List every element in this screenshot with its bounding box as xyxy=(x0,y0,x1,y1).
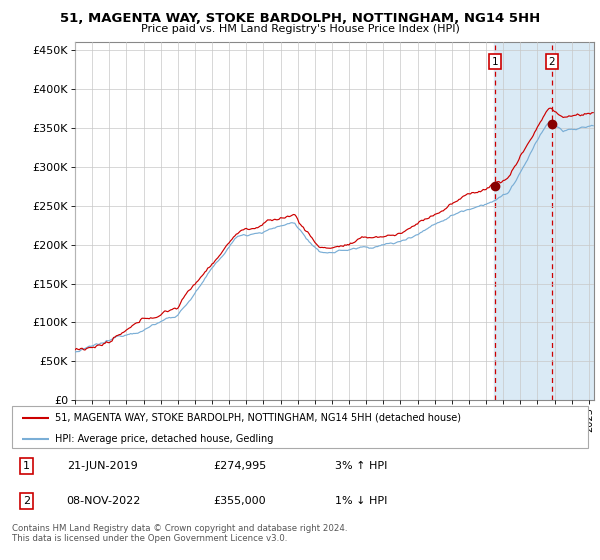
Text: Price paid vs. HM Land Registry's House Price Index (HPI): Price paid vs. HM Land Registry's House … xyxy=(140,24,460,34)
Text: 1: 1 xyxy=(491,57,498,67)
Text: 2: 2 xyxy=(23,496,30,506)
Text: £274,995: £274,995 xyxy=(214,461,267,471)
Text: 1: 1 xyxy=(23,461,30,471)
Text: Contains HM Land Registry data © Crown copyright and database right 2024.
This d: Contains HM Land Registry data © Crown c… xyxy=(12,524,347,543)
Text: 2: 2 xyxy=(548,57,555,67)
Bar xyxy=(494,42,594,400)
Text: 51, MAGENTA WAY, STOKE BARDOLPH, NOTTINGHAM, NG14 5HH (detached house): 51, MAGENTA WAY, STOKE BARDOLPH, NOTTING… xyxy=(55,413,461,423)
Text: 3% ↑ HPI: 3% ↑ HPI xyxy=(335,461,387,471)
Text: 1% ↓ HPI: 1% ↓ HPI xyxy=(335,496,387,506)
Text: 08-NOV-2022: 08-NOV-2022 xyxy=(67,496,141,506)
Text: 51, MAGENTA WAY, STOKE BARDOLPH, NOTTINGHAM, NG14 5HH: 51, MAGENTA WAY, STOKE BARDOLPH, NOTTING… xyxy=(60,12,540,25)
Text: £355,000: £355,000 xyxy=(214,496,266,506)
Text: HPI: Average price, detached house, Gedling: HPI: Average price, detached house, Gedl… xyxy=(55,434,274,444)
Text: 21-JUN-2019: 21-JUN-2019 xyxy=(67,461,137,471)
